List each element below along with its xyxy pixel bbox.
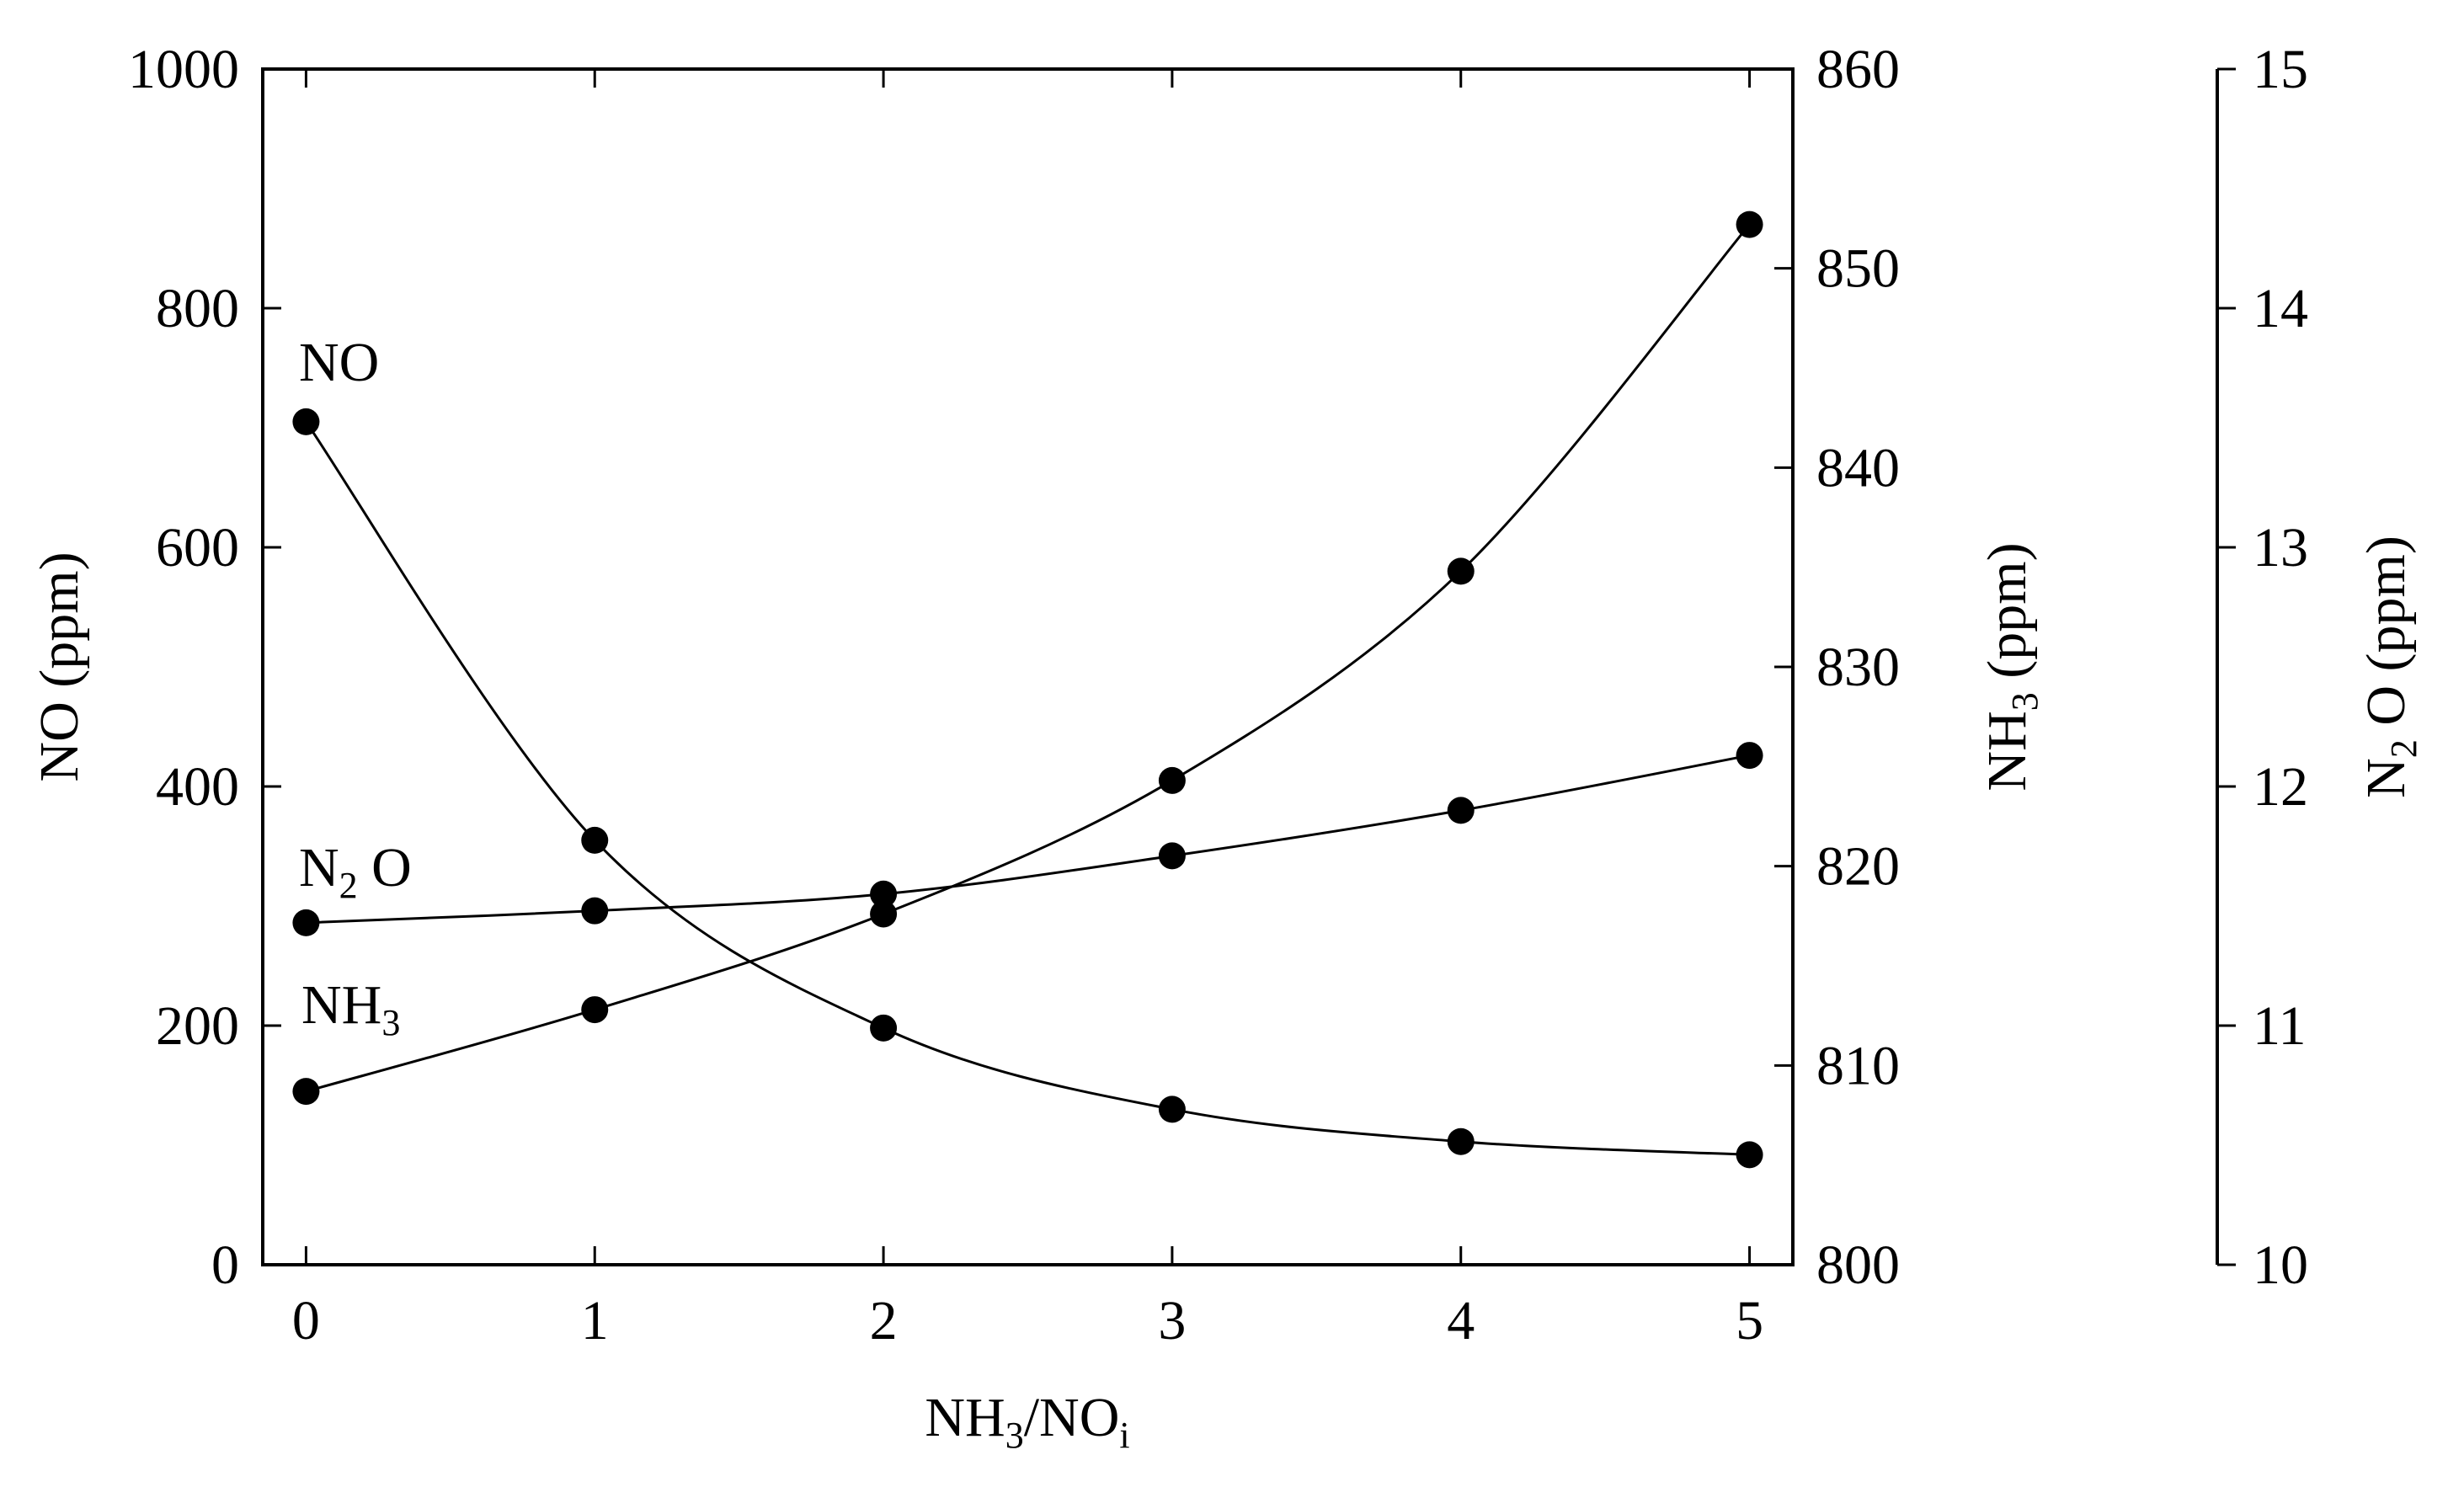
x-axis-label-mid: /NO (1024, 1387, 1120, 1448)
x-tick-label: 0 (292, 1290, 320, 1351)
no-tick-label: 600 (156, 517, 239, 578)
series-label-n2o: N2 O (299, 837, 412, 906)
n2o-tick-label: 12 (2253, 756, 2308, 818)
data-point-no (292, 408, 320, 435)
n2o-axis-label: N2 O (ppm) (2355, 536, 2424, 798)
no-tick-label: 0 (211, 1234, 239, 1296)
nh3-tick-label: 830 (1816, 637, 1900, 698)
nh3-tick-label: 800 (1816, 1234, 1900, 1296)
nh3-tick-label: 840 (1816, 437, 1900, 498)
n2o-tick-label: 11 (2253, 995, 2307, 1057)
nh3-axis-label-main: NH (1976, 711, 2038, 791)
no-axis-label: NO (ppm) (29, 552, 90, 781)
x-tick-label: 3 (1158, 1290, 1186, 1351)
data-point-n2o (870, 880, 898, 908)
data-point-nh3 (1158, 766, 1186, 794)
data-point-n2o (1447, 797, 1475, 824)
x-axis-label-sub1: 3 (1005, 1415, 1024, 1456)
no-tick-label: 400 (156, 756, 239, 818)
plot-frame (261, 67, 1795, 1266)
n2o-tick-label: 10 (2253, 1234, 2308, 1296)
data-point-no (1736, 1141, 1763, 1169)
series-points (292, 211, 1763, 1169)
series-label-n2o-sub: 2 (339, 865, 358, 906)
data-point-n2o (1736, 742, 1763, 770)
nh3-axis-label-sub: 3 (2004, 692, 2045, 711)
x-axis-label-sub2: i (1119, 1415, 1129, 1456)
n2o-axis-label-sub: 2 (2383, 739, 2424, 758)
series-label-nh3: NH3 (301, 974, 400, 1043)
data-point-n2o (292, 909, 320, 936)
n2o-tick-label: 15 (2253, 39, 2308, 100)
n2o-axis-label-rest: O (ppm) (2355, 536, 2417, 739)
x-axis-label-main: NH (925, 1387, 1005, 1448)
data-point-nh3 (1447, 557, 1475, 585)
x-tick-label: 2 (870, 1290, 898, 1351)
nh3-axis-label: NH3 (ppm) (1976, 542, 2045, 791)
x-tick-label: 1 (581, 1290, 609, 1351)
series-line-n2o (306, 754, 1750, 925)
nh3-tick-label: 820 (1816, 836, 1900, 898)
data-point-no (581, 826, 609, 854)
data-point-nh3 (870, 900, 898, 928)
series-label-nh3-sub: 3 (381, 1002, 400, 1043)
no-tick-label: 800 (156, 278, 239, 339)
n2o-tick-label: 13 (2253, 517, 2308, 578)
series-line-nh3 (306, 223, 1751, 1093)
data-point-no (870, 1014, 898, 1042)
nh3-tick-label: 810 (1816, 1035, 1900, 1096)
x-axis-ticks: 0 1 2 3 4 5 (292, 69, 1763, 1351)
no-tick-label: 200 (156, 995, 239, 1057)
nh3-tick-label: 860 (1816, 39, 1900, 100)
series-label-no: NO (299, 332, 379, 393)
nh3-axis-label-rest: (ppm) (1976, 542, 2038, 692)
x-tick-label: 4 (1447, 1290, 1475, 1351)
nh3-tick-label: 850 (1816, 238, 1900, 300)
x-tick-label: 5 (1736, 1290, 1763, 1351)
series-label-n2o-rest: O (358, 837, 412, 898)
data-point-no (1158, 1096, 1186, 1123)
n2o-axis-label-main: N (2355, 758, 2417, 798)
data-point-nh3 (581, 996, 609, 1024)
nh3-axis-ticks: 800 810 820 830 840 850 860 (1774, 39, 1900, 1296)
series-label-n2o-main: N (299, 837, 339, 898)
series-lines (305, 223, 1751, 1156)
data-point-n2o (581, 897, 609, 925)
no-tick-label: 1000 (128, 39, 239, 100)
data-point-nh3 (1736, 211, 1763, 238)
data-point-n2o (1158, 842, 1186, 870)
series-label-nh3-main: NH (301, 974, 381, 1036)
series-line-no (305, 421, 1750, 1156)
data-point-no (1447, 1127, 1475, 1155)
n2o-tick-label: 14 (2253, 278, 2308, 339)
n2o-axis-ticks: 10 11 12 13 14 15 (2217, 39, 2308, 1296)
x-axis-label: NH3/NOi (925, 1387, 1129, 1456)
no-axis-ticks: 0 200 400 600 800 1000 (128, 39, 281, 1296)
data-point-nh3 (292, 1078, 320, 1106)
